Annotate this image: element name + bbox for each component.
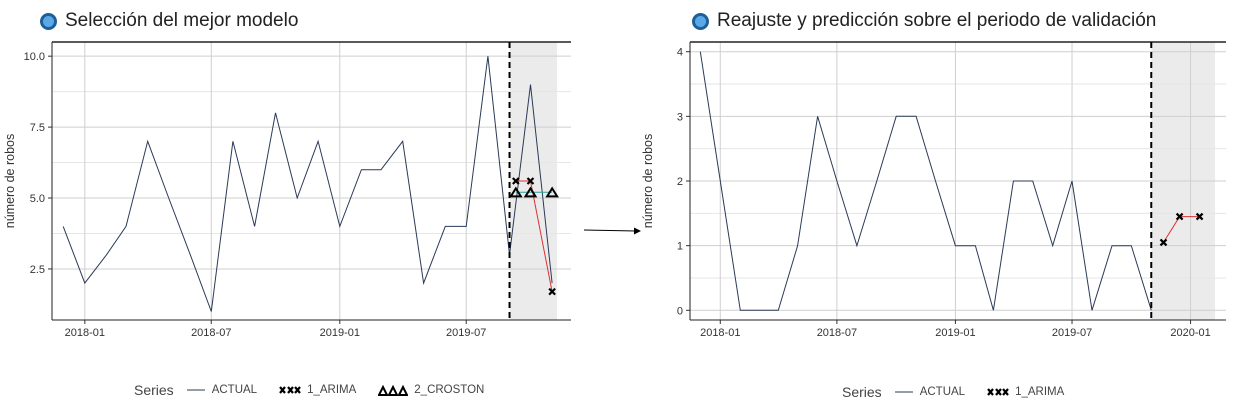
y-tick-label: 2.5 bbox=[30, 264, 45, 276]
y-axis-label: número de robos bbox=[641, 134, 655, 229]
y-tick-label: 5.0 bbox=[30, 193, 45, 205]
right-chart-title-group: Reajuste y predicción sobre el periodo d… bbox=[692, 10, 1156, 32]
right-legend: Series ACTUAL 1_ARIMA bbox=[842, 384, 1086, 400]
arrow-right-icon bbox=[583, 229, 637, 232]
circle-icon bbox=[692, 12, 709, 30]
legend-title: Series bbox=[134, 382, 174, 398]
legend-item-actual: ACTUAL bbox=[894, 386, 965, 398]
y-tick-label: 2 bbox=[677, 176, 683, 188]
arima-point-stroke bbox=[548, 287, 556, 296]
series-line-actual bbox=[62, 56, 553, 312]
legend-item-arima: 1_ARIMA bbox=[279, 384, 356, 396]
chart-panel-2: 0 1 2 3 4 2018-01 2018-07 2019-01 2019-07 2020-01… bbox=[641, 41, 1226, 339]
legend-key-actual bbox=[186, 389, 205, 391]
x-tick-label: 2018-01 bbox=[65, 327, 105, 339]
x-tick-label: 2019-01 bbox=[935, 327, 975, 339]
y-tick-label: 7.5 bbox=[30, 122, 45, 134]
legend-key-arima bbox=[279, 386, 301, 394]
legend-key-actual bbox=[894, 391, 913, 393]
left-legend: Series ACTUAL 1_ARIMA 2_CROSTON bbox=[134, 382, 506, 398]
arima-point bbox=[1159, 238, 1168, 247]
arima-point bbox=[1175, 212, 1184, 221]
x-tick-label: 2019-01 bbox=[320, 327, 360, 339]
y-tick-label: 1 bbox=[677, 241, 683, 253]
arima-point bbox=[512, 177, 520, 185]
x-tick-label: 2020-01 bbox=[1170, 327, 1210, 339]
arrow-right-icon-head bbox=[634, 227, 641, 235]
legend-label-actual: ACTUAL bbox=[211, 384, 258, 396]
arima-point-stroke bbox=[1175, 212, 1184, 221]
legend-item-actual: ACTUAL bbox=[186, 384, 257, 396]
x-tick-label: 2018-07 bbox=[191, 327, 231, 339]
arima-point-stroke bbox=[1159, 238, 1168, 247]
legend-label-arima: 1_ARIMA bbox=[307, 384, 357, 396]
x-tick-label: 2018-01 bbox=[700, 327, 740, 339]
x-tick-label: 2019-07 bbox=[1052, 327, 1092, 339]
croston-point bbox=[545, 186, 559, 198]
arima-point-stroke bbox=[512, 177, 520, 185]
y-tick-label: 4 bbox=[677, 47, 683, 59]
legend-item-croston: 2_CROSTON bbox=[378, 384, 484, 396]
arima-point bbox=[526, 177, 535, 185]
legend-label-arima: 1_ARIMA bbox=[1015, 386, 1065, 398]
y-axis-label: número de robos bbox=[3, 134, 17, 229]
arima-point bbox=[1195, 212, 1204, 221]
legend-label-croston: 2_CROSTON bbox=[414, 384, 485, 396]
arima-point bbox=[548, 287, 556, 296]
left-chart-title: Selección del mejor modelo bbox=[65, 10, 299, 31]
legend-key-arima bbox=[987, 388, 1009, 396]
x-tick-label: 2019-07 bbox=[446, 327, 486, 339]
y-tick-label: 10.0 bbox=[24, 51, 45, 63]
chart-panel-1: 2.5 5.0 7.5 10.0 2018-01 2018-07 2019-01 2019-0… bbox=[3, 41, 571, 339]
croston-point bbox=[523, 186, 538, 198]
legend-key-croston bbox=[378, 384, 409, 396]
x-tick-label: 2018-07 bbox=[817, 327, 857, 339]
circle-icon bbox=[40, 12, 57, 30]
arima-point-stroke bbox=[1195, 212, 1204, 221]
arima-point-stroke bbox=[526, 177, 535, 185]
series-line-actual bbox=[699, 51, 1152, 311]
y-tick-label: 3 bbox=[677, 111, 683, 123]
left-chart-title-group: Selección del mejor modelo bbox=[40, 10, 298, 32]
legend-title: Series bbox=[842, 384, 882, 400]
legend-item-arima: 1_ARIMA bbox=[987, 386, 1064, 398]
right-chart-title: Reajuste y predicción sobre el periodo d… bbox=[717, 10, 1157, 31]
croston-point bbox=[509, 186, 523, 198]
y-tick-label: 0 bbox=[677, 305, 683, 317]
legend-label-actual: ACTUAL bbox=[919, 386, 966, 398]
